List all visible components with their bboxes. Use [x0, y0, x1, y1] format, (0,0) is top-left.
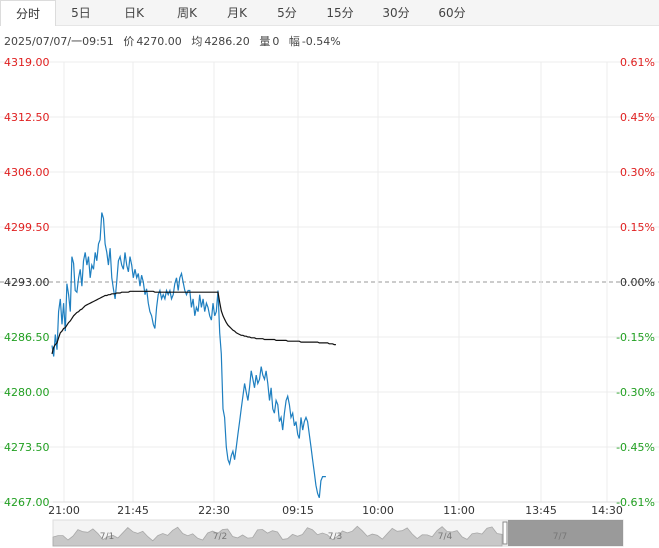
tab-3[interactable]: 周K — [177, 6, 197, 20]
y-tick-label: 4306.00 — [4, 166, 50, 179]
y-tick-label: 4319.00 — [4, 56, 50, 69]
y-right-tick-label: -0.45% — [616, 441, 655, 454]
navigator-bar: 7/1 7/2 7/3 7/4 7/7 — [52, 519, 624, 547]
y-axis-right: 0.61% 0.45% 0.30% 0.15% 0.00% -0.15% -0.30% -0.… — [616, 56, 655, 509]
y-right-tick-label: 0.00% — [620, 276, 655, 289]
x-tick-label: 21:45 — [117, 504, 149, 517]
tab-1[interactable]: 5日 — [71, 6, 91, 20]
navigator-date-label: 7/1 — [100, 532, 114, 542]
tab-5[interactable]: 5分 — [277, 6, 297, 20]
x-axis: 21:00 21:45 22:30 09:15 10:00 11:00 13:45 14:30 — [48, 504, 623, 517]
x-tick-label: 11:00 — [443, 504, 475, 517]
x-tick-label: 14:30 — [591, 504, 623, 517]
navigator-handle — [502, 521, 508, 545]
tab-6[interactable]: 15分 — [326, 6, 354, 20]
info-price: 4270.00 — [136, 35, 182, 48]
tab-2[interactable]: 日K — [124, 6, 144, 20]
tab-4[interactable]: 月K — [227, 6, 247, 20]
y-tick-label: 4280.00 — [4, 386, 50, 399]
average-line — [51, 290, 336, 355]
navigator-date-label: 7/4 — [438, 532, 453, 542]
grid-lines — [0, 61, 659, 503]
tab-7[interactable]: 30分 — [382, 6, 410, 20]
y-right-tick-label: -0.15% — [616, 331, 655, 344]
y-tick-label: 4267.00 — [4, 496, 50, 509]
y-right-tick-label: 0.30% — [620, 166, 655, 179]
y-tick-label: 4312.50 — [4, 111, 50, 124]
navigator-date-label: 7/2 — [213, 532, 227, 542]
x-tick-label: 10:00 — [362, 504, 394, 517]
info-datetime: 2025/07/07/一09:51 — [4, 35, 114, 48]
info-avg: 4286.20 — [204, 35, 250, 48]
x-tick-label: 09:15 — [282, 504, 314, 517]
y-right-tick-label: 0.15% — [620, 221, 655, 234]
tab-0[interactable]: 分时 — [0, 0, 56, 26]
y-right-tick-label: 0.45% — [620, 111, 655, 124]
y-axis-left: 4319.00 4312.50 4306.00 4299.50 4293.00 4286.… — [4, 56, 50, 509]
info-change-label: 幅 — [288, 35, 300, 48]
info-volume: 0 — [272, 35, 280, 48]
y-tick-label: 4299.50 — [4, 221, 50, 234]
navigator-selection — [508, 520, 623, 546]
series-group — [51, 212, 336, 499]
y-tick-label: 4293.00 — [4, 276, 50, 289]
x-tick-label: 13:45 — [525, 504, 557, 517]
price-line — [51, 212, 326, 499]
info-volume-label: 量 — [259, 35, 271, 48]
navigator-area — [52, 525, 503, 547]
x-tick-label: 21:00 — [48, 504, 80, 517]
info-price-label: 价 — [123, 35, 135, 48]
x-tick-label: 22:30 — [198, 504, 230, 517]
navigator-date-label: 7/7 — [553, 532, 567, 542]
navigator-date-label: 7/3 — [328, 532, 342, 542]
y-right-tick-label: 0.61% — [620, 56, 655, 69]
y-tick-label: 4286.50 — [4, 331, 50, 344]
y-tick-label: 4273.50 — [4, 441, 50, 454]
tab-8[interactable]: 60分 — [438, 6, 466, 20]
info-avg-label: 均 — [191, 35, 203, 48]
y-right-tick-label: -0.30% — [616, 386, 655, 399]
info-change: -0.54% — [301, 35, 341, 48]
y-right-tick-label: -0.61% — [616, 496, 655, 509]
period-tabs: 分时 5日 日K 周K 月K 5分 15分 30分 60分 — [0, 0, 659, 26]
